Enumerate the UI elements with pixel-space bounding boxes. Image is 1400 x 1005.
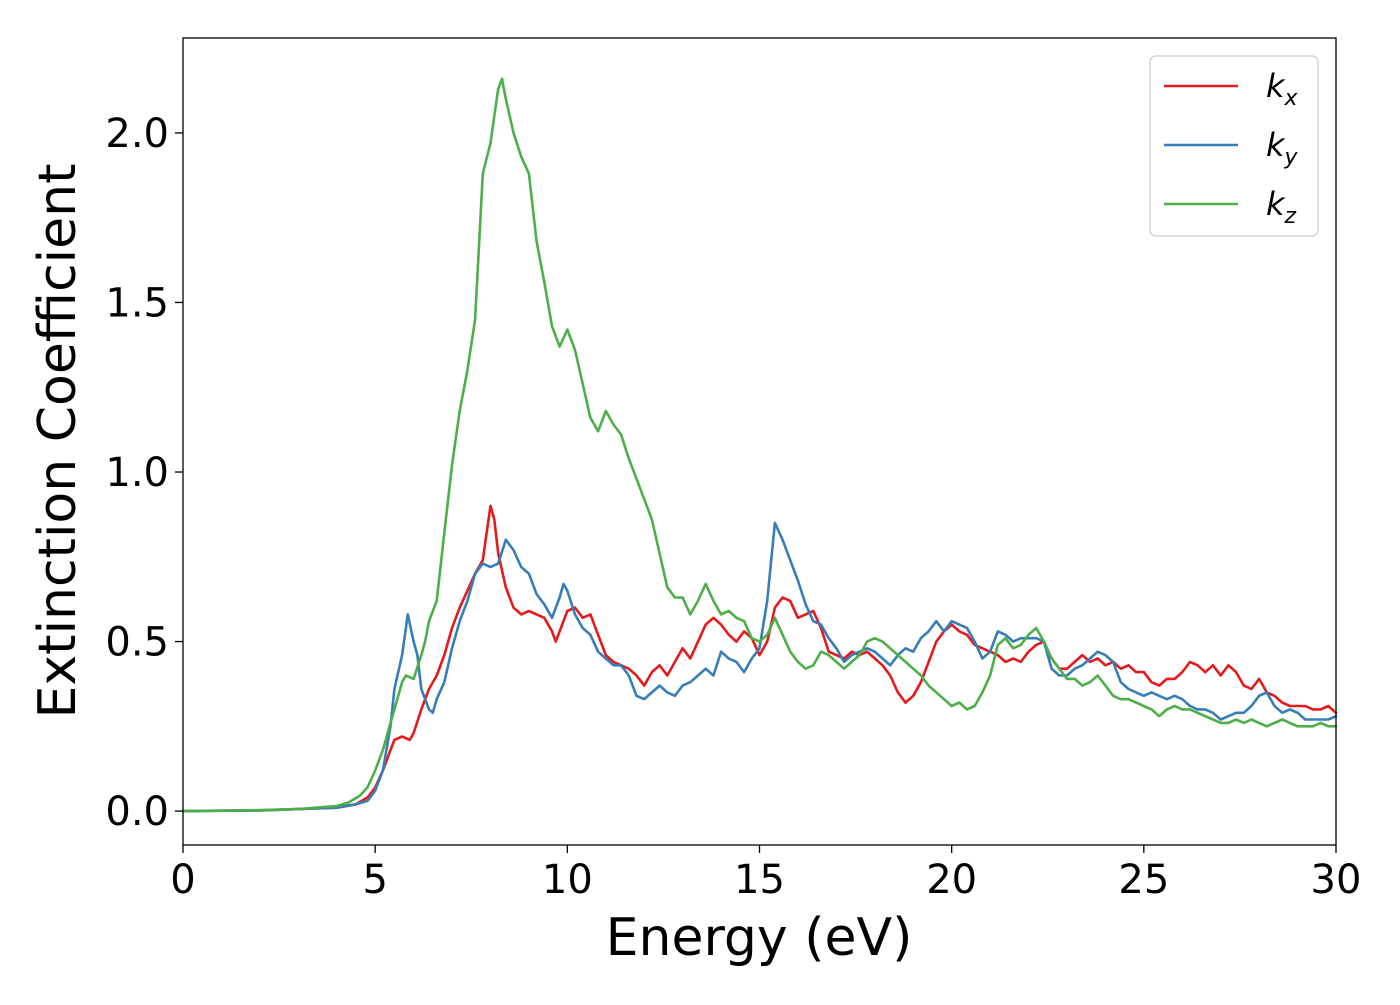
x-tick-label: 0: [170, 857, 195, 903]
legend-label-subscript: x: [1284, 86, 1299, 111]
legend-label-subscript: y: [1284, 145, 1299, 170]
y-axis-label: Extinction Coefficient: [28, 164, 88, 719]
y-tick-label: 1.0: [105, 450, 169, 496]
x-tick-label: 15: [734, 857, 785, 903]
legend-label-base: k: [1266, 185, 1286, 223]
legend-label-base: k: [1266, 126, 1286, 164]
series-line-z: [181, 77, 1338, 813]
x-tick-label: 5: [362, 857, 387, 903]
legend-label-z: kz: [1266, 185, 1297, 229]
x-axis: 0 5 10 15 20 25 30: [170, 845, 1361, 903]
x-tick-label: 20: [926, 857, 977, 903]
legend-label-base: k: [1266, 67, 1286, 105]
legend-label-subscript: z: [1284, 204, 1297, 229]
x-tick-label: 10: [542, 857, 593, 903]
legend-label-x: kx: [1266, 67, 1299, 111]
series-layer: [181, 77, 1338, 813]
y-tick-label: 2.0: [105, 111, 169, 157]
x-tick-label: 30: [1311, 857, 1362, 903]
series-line-y: [181, 521, 1338, 813]
y-tick-label: 0.5: [105, 620, 169, 666]
x-tick-label: 25: [1118, 857, 1169, 903]
series-line-x: [181, 504, 1338, 813]
x-axis-label: Energy (eV): [606, 908, 913, 968]
y-axis: 0.0 0.5 1.0 1.5 2.0: [105, 111, 183, 835]
y-tick-label: 1.5: [105, 280, 169, 326]
y-tick-label: 0.0: [105, 789, 169, 835]
legend-label-y: ky: [1266, 126, 1299, 170]
